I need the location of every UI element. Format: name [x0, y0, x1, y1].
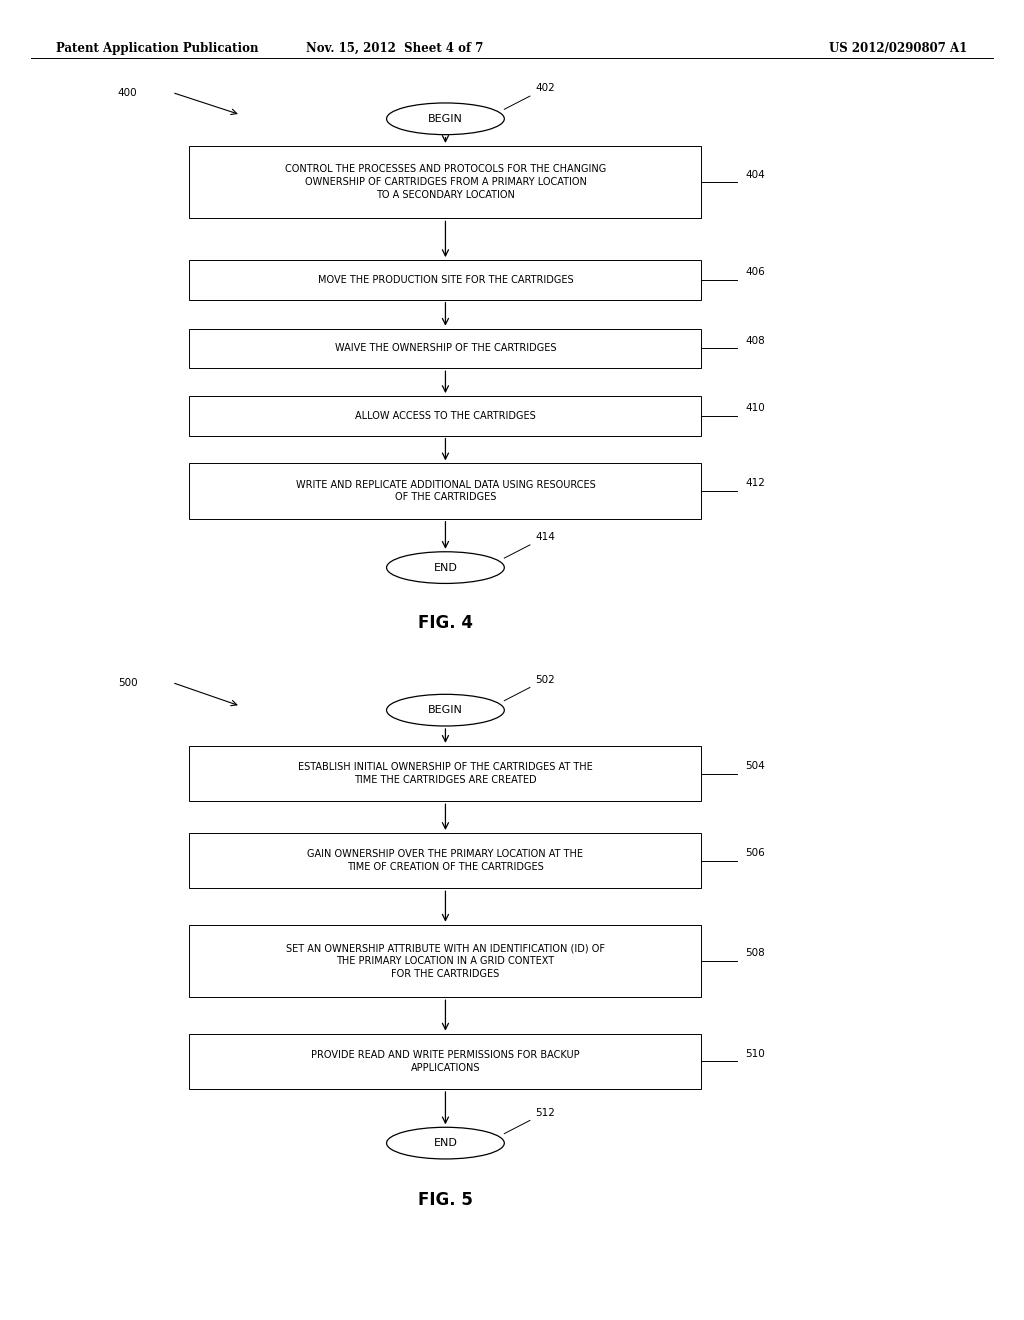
Text: 502: 502: [535, 675, 555, 685]
Ellipse shape: [386, 694, 504, 726]
Text: 402: 402: [535, 83, 555, 94]
Text: 404: 404: [745, 169, 765, 180]
FancyBboxPatch shape: [189, 833, 701, 888]
Text: 500: 500: [118, 678, 137, 689]
Ellipse shape: [386, 103, 504, 135]
Text: 410: 410: [745, 403, 765, 413]
Text: 400: 400: [118, 88, 137, 99]
Text: 512: 512: [535, 1107, 555, 1118]
FancyBboxPatch shape: [189, 1034, 701, 1089]
Text: 510: 510: [745, 1048, 765, 1059]
FancyBboxPatch shape: [189, 924, 701, 998]
Text: Patent Application Publication: Patent Application Publication: [56, 41, 259, 54]
FancyBboxPatch shape: [189, 260, 701, 300]
Text: MOVE THE PRODUCTION SITE FOR THE CARTRIDGES: MOVE THE PRODUCTION SITE FOR THE CARTRID…: [317, 275, 573, 285]
Text: SET AN OWNERSHIP ATTRIBUTE WITH AN IDENTIFICATION (ID) OF
THE PRIMARY LOCATION I: SET AN OWNERSHIP ATTRIBUTE WITH AN IDENT…: [286, 944, 605, 978]
Text: FIG. 4: FIG. 4: [418, 614, 473, 632]
Text: WAIVE THE OWNERSHIP OF THE CARTRIDGES: WAIVE THE OWNERSHIP OF THE CARTRIDGES: [335, 343, 556, 354]
Text: 408: 408: [745, 335, 765, 346]
Text: ALLOW ACCESS TO THE CARTRIDGES: ALLOW ACCESS TO THE CARTRIDGES: [355, 411, 536, 421]
Text: CONTROL THE PROCESSES AND PROTOCOLS FOR THE CHANGING
OWNERSHIP OF CARTRIDGES FRO: CONTROL THE PROCESSES AND PROTOCOLS FOR …: [285, 165, 606, 199]
Text: 506: 506: [745, 847, 765, 858]
FancyBboxPatch shape: [189, 463, 701, 519]
Text: END: END: [433, 1138, 458, 1148]
FancyBboxPatch shape: [189, 329, 701, 368]
Text: FIG. 5: FIG. 5: [418, 1191, 473, 1209]
Text: END: END: [433, 562, 458, 573]
Text: 412: 412: [745, 478, 765, 488]
Ellipse shape: [386, 552, 504, 583]
Ellipse shape: [386, 1127, 504, 1159]
Text: ESTABLISH INITIAL OWNERSHIP OF THE CARTRIDGES AT THE
TIME THE CARTRIDGES ARE CRE: ESTABLISH INITIAL OWNERSHIP OF THE CARTR…: [298, 762, 593, 785]
Text: GAIN OWNERSHIP OVER THE PRIMARY LOCATION AT THE
TIME OF CREATION OF THE CARTRIDG: GAIN OWNERSHIP OVER THE PRIMARY LOCATION…: [307, 849, 584, 873]
Text: BEGIN: BEGIN: [428, 114, 463, 124]
Text: WRITE AND REPLICATE ADDITIONAL DATA USING RESOURCES
OF THE CARTRIDGES: WRITE AND REPLICATE ADDITIONAL DATA USIN…: [296, 479, 595, 503]
FancyBboxPatch shape: [189, 396, 701, 436]
Text: 414: 414: [535, 532, 555, 543]
Text: US 2012/0290807 A1: US 2012/0290807 A1: [829, 41, 968, 54]
Text: BEGIN: BEGIN: [428, 705, 463, 715]
Text: 508: 508: [745, 948, 765, 958]
FancyBboxPatch shape: [189, 746, 701, 801]
FancyBboxPatch shape: [189, 145, 701, 218]
Text: Nov. 15, 2012  Sheet 4 of 7: Nov. 15, 2012 Sheet 4 of 7: [305, 41, 483, 54]
Text: 406: 406: [745, 267, 765, 277]
Text: 504: 504: [745, 760, 765, 771]
Text: PROVIDE READ AND WRITE PERMISSIONS FOR BACKUP
APPLICATIONS: PROVIDE READ AND WRITE PERMISSIONS FOR B…: [311, 1049, 580, 1073]
